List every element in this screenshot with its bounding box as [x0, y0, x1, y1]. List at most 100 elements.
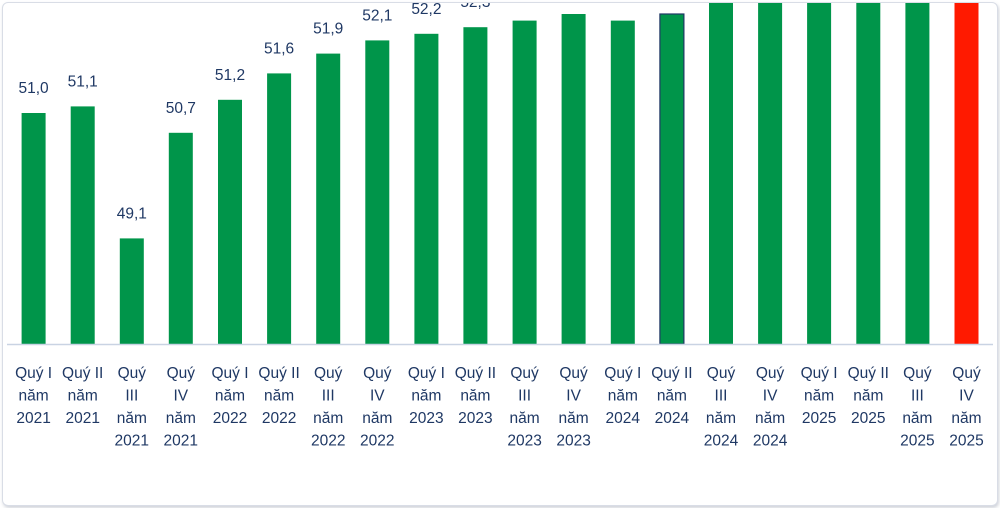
category-label-4-line-2: IV: [173, 388, 188, 405]
category-label-20-line-2: IV: [959, 388, 974, 405]
category-label-11-line-1: Quý: [510, 365, 539, 382]
category-label-15-line-3: năm: [706, 410, 736, 427]
category-label-4-line-1: Quý: [167, 365, 196, 382]
category-label-15-line-4: 2024: [704, 433, 739, 450]
category-label-3-line-1: Quý: [118, 365, 147, 382]
category-label-19-line-3: năm: [902, 410, 932, 427]
bar-19: [905, 3, 930, 344]
category-label-2-line-2: năm: [68, 388, 98, 405]
bar-13: [610, 20, 635, 344]
category-label-10-line-3: 2023: [458, 410, 492, 427]
value-label-11: 52,4: [510, 3, 541, 5]
category-label-12-line-2: IV: [566, 388, 581, 405]
category-label-2-line-3: 2021: [65, 410, 99, 427]
category-label-17-line-1: Quý I: [801, 365, 838, 382]
category-label-6-line-3: 2022: [262, 410, 296, 427]
category-label-8-line-3: năm: [362, 410, 392, 427]
category-label-14-line-3: 2024: [655, 410, 690, 427]
value-label-7: 51,9: [313, 21, 343, 38]
category-label-9-line-3: 2023: [409, 410, 443, 427]
category-label-8-line-4: 2022: [360, 433, 394, 450]
category-label-7-line-4: 2022: [311, 433, 345, 450]
category-label-11-line-2: III: [518, 388, 531, 405]
category-label-13-line-2: năm: [608, 388, 638, 405]
bar-4: [168, 132, 193, 344]
value-label-5: 51,2: [215, 67, 245, 84]
category-label-17-line-3: 2025: [802, 410, 836, 427]
bar-12: [561, 14, 586, 344]
bar-3: [119, 238, 144, 344]
category-label-1-line-1: Quý I: [15, 365, 52, 382]
bar-9: [414, 33, 439, 345]
category-label-7-line-2: III: [322, 388, 335, 405]
bar-1: [21, 113, 46, 344]
bar-11: [512, 20, 537, 344]
category-label-6-line-2: năm: [264, 388, 294, 405]
bar-8: [365, 40, 390, 345]
category-label-16-line-2: IV: [763, 388, 778, 405]
value-label-3: 49,1: [117, 205, 147, 222]
category-label-19-line-4: 2025: [900, 433, 934, 450]
value-label-9: 52,2: [411, 3, 441, 18]
category-label-11-line-4: 2023: [507, 433, 541, 450]
category-label-11-line-3: năm: [510, 410, 540, 427]
value-label-1: 51,0: [19, 80, 50, 97]
value-label-13: 52,4: [608, 3, 639, 5]
category-label-10-line-1: Quý II: [455, 365, 496, 382]
category-label-5-line-2: năm: [215, 388, 245, 405]
category-label-12-line-4: 2023: [556, 433, 590, 450]
category-label-13-line-3: 2024: [606, 410, 641, 427]
category-label-15-line-2: III: [715, 388, 728, 405]
category-label-1-line-3: 2021: [16, 410, 50, 427]
bar-18: [856, 3, 881, 345]
value-label-8: 52,1: [362, 7, 392, 24]
category-label-3-line-3: năm: [117, 410, 147, 427]
category-label-8-line-2: IV: [370, 388, 385, 405]
bar-7: [316, 53, 341, 344]
category-label-3-line-4: 2021: [115, 433, 149, 450]
value-label-4: 50,7: [166, 100, 196, 117]
category-label-17-line-2: năm: [804, 388, 834, 405]
category-label-4-line-3: năm: [166, 410, 196, 427]
category-label-19-line-1: Quý: [903, 365, 932, 382]
category-label-16-line-3: năm: [755, 410, 785, 427]
bar-10: [463, 27, 488, 344]
category-label-6-line-1: Quý II: [258, 365, 299, 382]
category-label-1-line-2: năm: [19, 388, 49, 405]
category-label-12-line-3: năm: [559, 410, 589, 427]
category-label-12-line-1: Quý: [559, 365, 588, 382]
category-label-10-line-2: năm: [460, 388, 490, 405]
bar-20: [954, 3, 979, 344]
bar-15: [709, 3, 733, 344]
category-label-20-line-3: năm: [951, 410, 981, 427]
category-label-16-line-4: 2024: [753, 433, 788, 450]
bar-6: [267, 73, 292, 345]
category-label-2-line-1: Quý II: [62, 365, 103, 382]
category-label-18-line-2: năm: [853, 388, 883, 405]
category-label-5-line-3: 2022: [213, 410, 247, 427]
category-label-19-line-2: III: [911, 388, 924, 405]
bar-2: [70, 106, 95, 345]
bar-17: [807, 3, 832, 344]
category-label-14-line-1: Quý II: [651, 365, 692, 382]
category-label-20-line-1: Quý: [952, 365, 981, 382]
category-label-9-line-1: Quý I: [408, 365, 445, 382]
category-label-4-line-4: 2021: [164, 433, 198, 450]
value-label-10: 52,3: [460, 3, 490, 11]
category-label-8-line-1: Quý: [363, 365, 392, 382]
category-label-14-line-2: năm: [657, 388, 687, 405]
category-label-9-line-2: năm: [411, 388, 441, 405]
category-label-18-line-1: Quý II: [848, 365, 889, 382]
category-label-18-line-3: 2025: [851, 410, 885, 427]
bar-16: [758, 3, 783, 345]
bar-5: [218, 99, 242, 344]
category-label-15-line-1: Quý: [707, 365, 736, 382]
category-label-3-line-2: III: [125, 388, 138, 405]
category-label-7-line-1: Quý: [314, 365, 343, 382]
category-label-5-line-1: Quý I: [211, 365, 248, 382]
bar-chart: 51,0 51,1 49,1 50,7 51,2 51,6 51,9 52,1 52,2 52,3…: [7, 3, 993, 450]
category-label-13-line-1: Quý I: [604, 365, 641, 382]
category-label-20-line-4: 2025: [949, 433, 983, 450]
value-label-6: 51,6: [264, 40, 294, 57]
